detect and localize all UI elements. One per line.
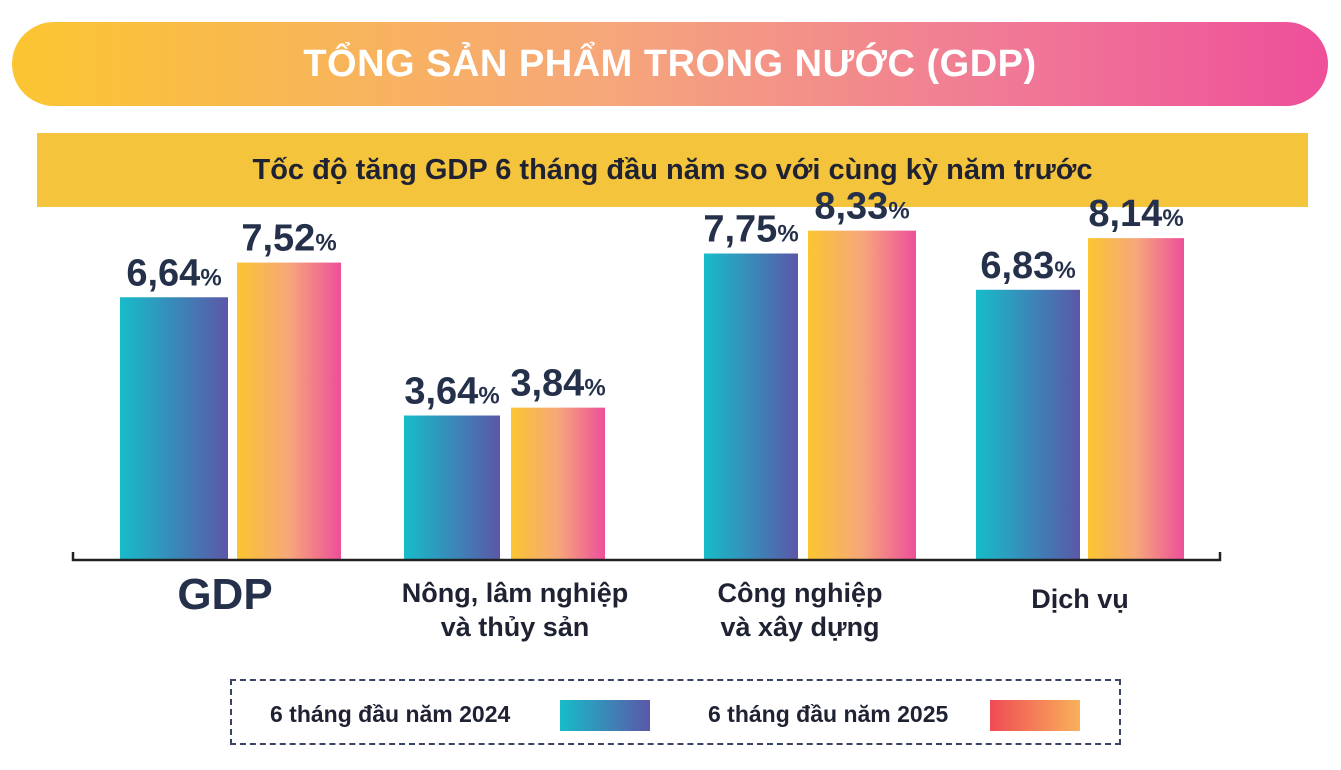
bar-2025-cat-3: [1088, 238, 1184, 559]
bar-2025-cat-1: [511, 407, 605, 559]
category-label-agriculture: Nông, lâm nghiệp và thủy sản: [375, 576, 655, 644]
value-label-2025-cat-3: 8,14%: [1088, 193, 1183, 235]
value-labels-group: 6,64% 3,64% 7,75% 6,83% 7,52% 3,84% 8,33% 8,14%: [126, 186, 1183, 413]
legend-label-2024: 6 tháng đầu năm 2024: [270, 701, 511, 727]
bar-2025-cat-0: [237, 262, 341, 559]
legend-label-2025: 6 tháng đầu năm 2025: [708, 701, 949, 727]
bar-2025-cat-2: [808, 230, 916, 560]
category-label-gdp: GDP: [140, 570, 310, 620]
category-label-line: Nông, lâm nghiệp: [401, 578, 629, 608]
legend-swatch-2025: [990, 700, 1080, 731]
page-title: TỔNG SẢN PHẨM TRONG NƯỚC (GDP): [303, 42, 1037, 85]
category-label-line: và thủy sản: [440, 612, 590, 642]
category-label-line: và xây dựng: [720, 612, 880, 642]
category-label-line: Dịch vụ: [1031, 584, 1129, 614]
value-label-2024-cat-0: 6,64%: [126, 252, 221, 294]
category-label-industry: Công nghiệp và xây dựng: [670, 576, 930, 644]
value-label-2024-cat-3: 6,83%: [980, 245, 1075, 287]
x-axis-line: [71, 552, 1222, 562]
value-label-2024-cat-2: 7,75%: [703, 209, 798, 251]
category-label-line: GDP: [177, 570, 273, 619]
category-label-services: Dịch vụ: [960, 582, 1200, 616]
bar-2024-cat-2: [704, 253, 798, 560]
bar-2024-cat-3: [976, 289, 1080, 559]
value-label-2025-cat-1: 3,84%: [510, 363, 605, 405]
legend: 6 tháng đầu năm 2024 6 tháng đầu năm 202…: [230, 679, 1121, 745]
value-label-2025-cat-2: 8,33%: [814, 186, 909, 228]
value-label-2024-cat-1: 3,64%: [404, 371, 499, 413]
chart-title-bar: Tốc độ tăng GDP 6 tháng đầu năm so với c…: [37, 133, 1308, 207]
legend-swatch-2024: [560, 700, 650, 731]
bars-group: [120, 230, 1184, 560]
category-label-line: Công nghiệp: [717, 578, 883, 608]
chart-title: Tốc độ tăng GDP 6 tháng đầu năm so với c…: [252, 153, 1093, 186]
bar-2024-cat-1: [404, 415, 500, 559]
header-banner: TỔNG SẢN PHẨM TRONG NƯỚC (GDP): [12, 22, 1328, 106]
value-label-2025-cat-0: 7,52%: [241, 218, 336, 260]
bar-2024-cat-0: [120, 297, 228, 559]
